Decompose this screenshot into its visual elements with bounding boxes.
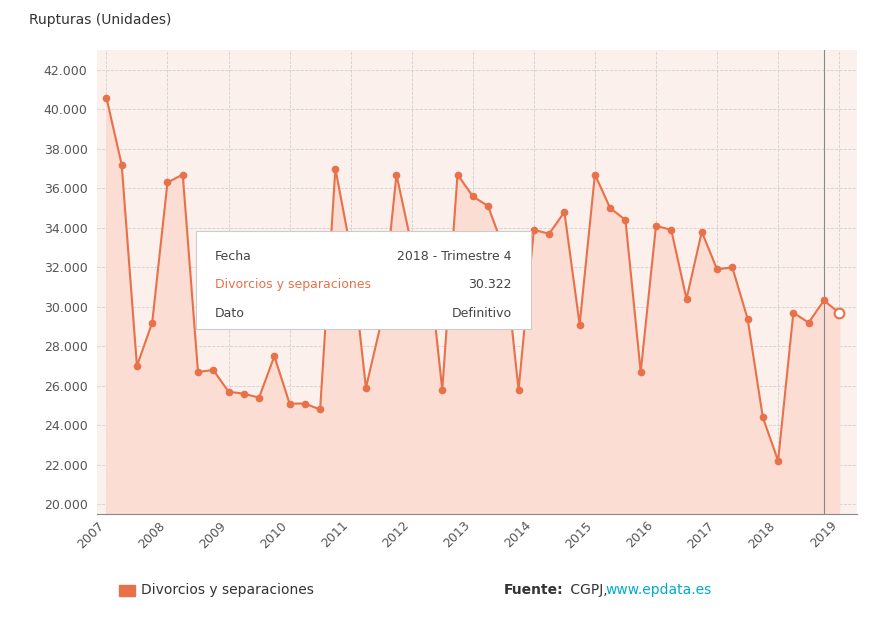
Text: Fuente:: Fuente: <box>504 583 563 597</box>
Text: 30.322: 30.322 <box>468 278 512 292</box>
Text: Definitivo: Definitivo <box>452 307 512 320</box>
Text: Fecha: Fecha <box>215 250 252 263</box>
Text: Rupturas (Unidades): Rupturas (Unidades) <box>29 13 171 27</box>
Text: Divorcios y separaciones: Divorcios y separaciones <box>215 278 371 292</box>
Text: Dato: Dato <box>215 307 245 320</box>
Text: 2018 - Trimestre 4: 2018 - Trimestre 4 <box>397 250 512 263</box>
Text: Divorcios y separaciones: Divorcios y separaciones <box>141 583 315 597</box>
Text: www.epdata.es: www.epdata.es <box>606 583 712 597</box>
FancyBboxPatch shape <box>196 231 530 329</box>
Text: CGPJ,: CGPJ, <box>566 583 612 597</box>
